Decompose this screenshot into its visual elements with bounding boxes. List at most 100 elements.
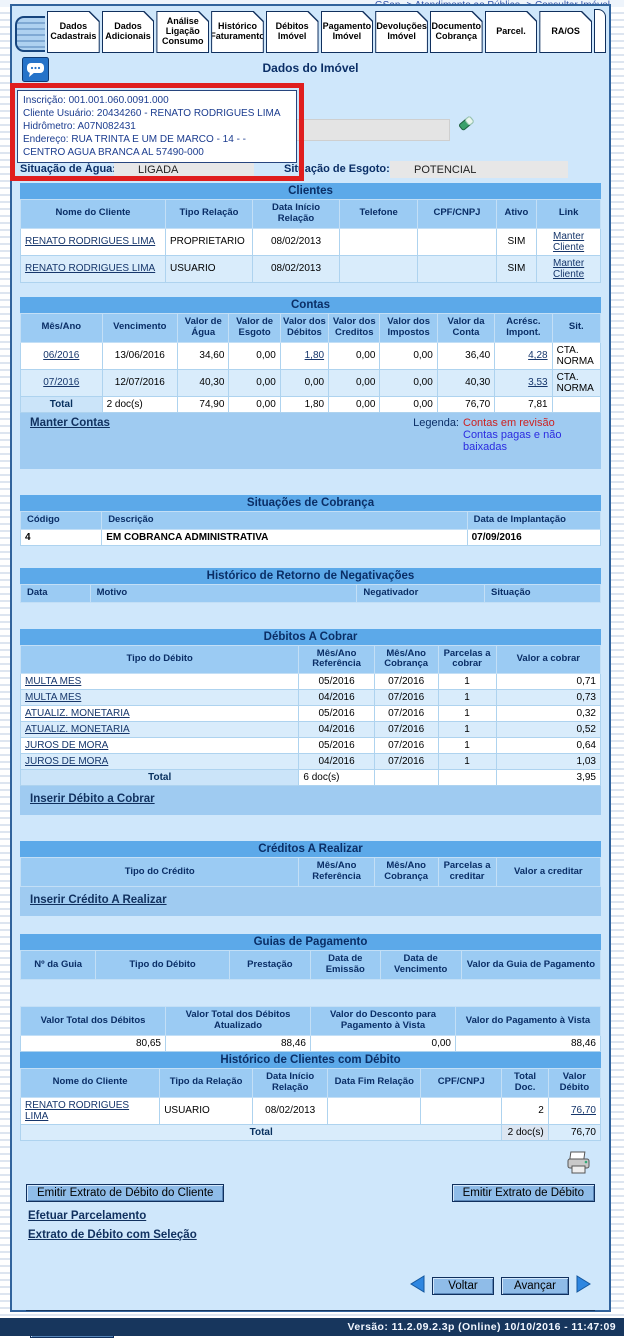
legend-contas-pagas: Contas pagas e não baixadas xyxy=(463,428,562,453)
clientes-table: Nome do Cliente Tipo Relação Data Início… xyxy=(20,199,601,283)
table-row: 4 EM COBRANCA ADMINISTRATIVA 07/09/2016 xyxy=(19,528,602,546)
acresc-link[interactable]: 4,28 xyxy=(528,350,548,362)
column-header: Valor Total dos Débitos xyxy=(20,1006,166,1036)
column-header: Tipo do Débito xyxy=(19,644,300,675)
efetuar-parcelamento-link[interactable]: Efetuar Parcelamento xyxy=(28,1209,147,1222)
eraser-icon[interactable] xyxy=(456,113,476,138)
tab-dados-cadastrais[interactable]: Dados Cadastrais xyxy=(47,11,100,53)
tab-debitos-imovel[interactable]: Débitos Imóvel xyxy=(266,11,319,53)
situacoes-cobranca-title: Situações de Cobrança xyxy=(20,494,601,511)
column-header: Tipo do Crédito xyxy=(19,857,300,888)
column-header: Tipo da Relação xyxy=(159,1067,253,1098)
column-header: Valor Total dos Débitos Atualizado xyxy=(165,1006,311,1036)
debito-tipo-link[interactable]: MULTA MES xyxy=(25,676,82,688)
situacao-esgoto-label: Situação de Esgoto: xyxy=(284,163,390,175)
manter-cliente-link[interactable]: Manter Cliente xyxy=(553,257,585,280)
creditos-realizar-title: Créditos A Realizar xyxy=(20,841,601,858)
conta-mes-link[interactable]: 06/2016 xyxy=(43,350,80,362)
debitos-cobrar-title: Débitos A Cobrar xyxy=(20,628,601,645)
chat-bubble-icon[interactable] xyxy=(22,57,49,87)
valor-debito-link[interactable]: 76,70 xyxy=(570,1105,596,1117)
arrow-left-icon[interactable] xyxy=(410,1274,425,1298)
printer-icon[interactable] xyxy=(565,1151,593,1180)
situacao-agua-value: LIGADA xyxy=(114,161,254,178)
column-header: Mês/Ano Cobrança xyxy=(373,644,439,675)
legend: Legenda: Contas em revisão Contas pagas … xyxy=(413,417,591,453)
debito-tipo-link[interactable]: ATUALIZ. MONETARIA xyxy=(25,708,130,720)
debito-tipo-link[interactable]: MULTA MES xyxy=(25,692,82,704)
column-header: Nome do Cliente xyxy=(19,1067,161,1098)
debito-tipo-link[interactable]: JUROS DE MORA xyxy=(25,756,109,768)
tab-analise-ligacao-consumo[interactable]: Análise Ligação Consumo xyxy=(156,11,209,53)
creditos-realizar-table: Tipo do Crédito Mês/Ano Referência Mês/A… xyxy=(19,857,602,888)
creditos-realizar-section: Créditos A Realizar Tipo do Crédito Mês/… xyxy=(19,841,602,917)
debitos-cobrar-section: Débitos A Cobrar Tipo do Débito Mês/Ano … xyxy=(19,628,602,816)
inserir-debito-link[interactable]: Inserir Débito a Cobrar xyxy=(30,793,155,806)
legend-contas-revisao: Contas em revisão xyxy=(463,416,555,429)
column-header: Total Doc. xyxy=(501,1067,549,1098)
valor-debitos-link[interactable]: 1,80 xyxy=(304,350,325,362)
hidrometro-line: Hidrômetro: A07N082431 xyxy=(23,121,136,132)
debito-tipo-link[interactable]: JUROS DE MORA xyxy=(25,740,109,752)
contas-title: Contas xyxy=(20,296,601,313)
column-header: Valor da Guia de Pagamento xyxy=(460,950,602,981)
arrow-right-icon[interactable] xyxy=(576,1274,591,1298)
column-header: Tipo Relação xyxy=(165,199,253,229)
column-header: Valor Débito xyxy=(547,1067,602,1098)
emitir-extrato-cliente-button[interactable]: Emitir Extrato de Débito do Cliente xyxy=(26,1183,225,1202)
manter-cliente-link[interactable]: Manter Cliente xyxy=(553,230,585,253)
tab-documento-cobranca[interactable]: Documento Cobrança xyxy=(430,11,483,53)
negativacoes-title: Histórico de Retorno de Negativações xyxy=(20,567,601,584)
column-header: Vencimento xyxy=(101,312,179,343)
cliente-link[interactable]: RENATO RODRIGUES LIMA xyxy=(25,236,156,248)
column-header: Valor dos Débitos xyxy=(279,312,330,343)
column-header: Mês/Ano Cobrança xyxy=(373,857,439,888)
avancar-button[interactable]: Avançar xyxy=(501,1277,569,1296)
conta-mes-link[interactable]: 07/2016 xyxy=(43,377,80,389)
tab-endcap xyxy=(594,9,607,53)
table-row: ATUALIZ. MONETARIA 04/2016 07/2016 1 0,5… xyxy=(19,721,602,739)
table-row: RENATO RODRIGUES LIMA USUARIO 08/02/2013… xyxy=(19,1096,602,1125)
tab-devolucoes-imovel[interactable]: Devoluções Imóvel xyxy=(375,11,428,53)
cliente-debito-link[interactable]: RENATO RODRIGUES LIMA xyxy=(25,1099,130,1122)
column-header: Acrésc. Impont. xyxy=(494,312,553,343)
divider xyxy=(26,1309,595,1311)
breadcrumb: GSan -> Atendimento ao Público -> Consul… xyxy=(0,0,624,7)
column-header: Negativador xyxy=(356,583,485,603)
guias-pagamento-section: Guias de Pagamento Nº da Guia Tipo do Dé… xyxy=(19,934,602,981)
tab-dados-adicionais[interactable]: Dados Adicionais xyxy=(102,11,155,53)
inserir-credito-link[interactable]: Inserir Crédito A Realizar xyxy=(30,894,167,907)
guias-pagamento-table: Nº da Guia Tipo do Débito Prestação Data… xyxy=(19,950,602,981)
table-row: 80,65 88,46 0,00 88,46 xyxy=(20,1034,601,1052)
tab-pagamento-imovel[interactable]: Pagamento Imóvel xyxy=(321,11,374,53)
column-header: Data Início Relação xyxy=(251,1067,329,1098)
column-header: Data de Vencimento xyxy=(379,950,462,981)
table-row: RENATO RODRIGUES LIMA USUARIO 08/02/2013… xyxy=(20,254,601,283)
tab-historico-faturamento[interactable]: Histórico Faturamento xyxy=(211,11,264,53)
contas-footer-strip: Manter Contas Legenda: Contas em revisão… xyxy=(20,412,601,469)
extrato-debito-selecao-link[interactable]: Extrato de Débito com Seleção xyxy=(28,1228,197,1241)
negativacoes-table: Data Motivo Negativador Situação xyxy=(20,583,602,603)
column-header: Valor a creditar xyxy=(495,857,602,888)
table-row: JUROS DE MORA 04/2016 07/2016 1 1,03 xyxy=(19,753,602,771)
tab-ra-os[interactable]: RA/OS xyxy=(539,11,592,53)
column-header: Motivo xyxy=(89,583,358,603)
manter-contas-link[interactable]: Manter Contas xyxy=(30,416,110,429)
tab-parcel[interactable]: Parcel. xyxy=(485,11,538,53)
debito-tipo-link[interactable]: ATUALIZ. MONETARIA xyxy=(25,724,130,736)
column-header: Mês/Ano Referência xyxy=(298,857,375,888)
column-header: Valor do Pagamento à Vista xyxy=(455,1006,601,1036)
table-row: MULTA MES 05/2016 07/2016 1 0,71 xyxy=(19,673,602,691)
endereco-line-2: CENTRO AGUA BRANCA AL 57490-000 xyxy=(23,147,204,158)
tab-bar: Dados Cadastrais Dados Adicionais Anális… xyxy=(12,6,609,53)
voltar-button[interactable]: Voltar xyxy=(432,1277,494,1296)
table-row: ATUALIZ. MONETARIA 05/2016 07/2016 1 0,3… xyxy=(19,705,602,723)
cliente-usuario-line: Cliente Usuário: 20434260 - RENATO RODRI… xyxy=(23,108,281,119)
column-header: Valor da Conta xyxy=(436,312,496,343)
table-row: 06/2016 13/06/2016 34,60 0,00 1,80 0,00 … xyxy=(20,341,602,370)
cliente-link[interactable]: RENATO RODRIGUES LIMA xyxy=(25,263,156,275)
emitir-extrato-button[interactable]: Emitir Extrato de Débito xyxy=(451,1183,595,1202)
situacao-agua-label: Situação de Água: xyxy=(20,163,116,175)
acresc-link[interactable]: 3,53 xyxy=(528,377,548,389)
endereco-line: Endereço: RUA TRINTA E UM DE MARCO - 14 … xyxy=(23,134,247,145)
